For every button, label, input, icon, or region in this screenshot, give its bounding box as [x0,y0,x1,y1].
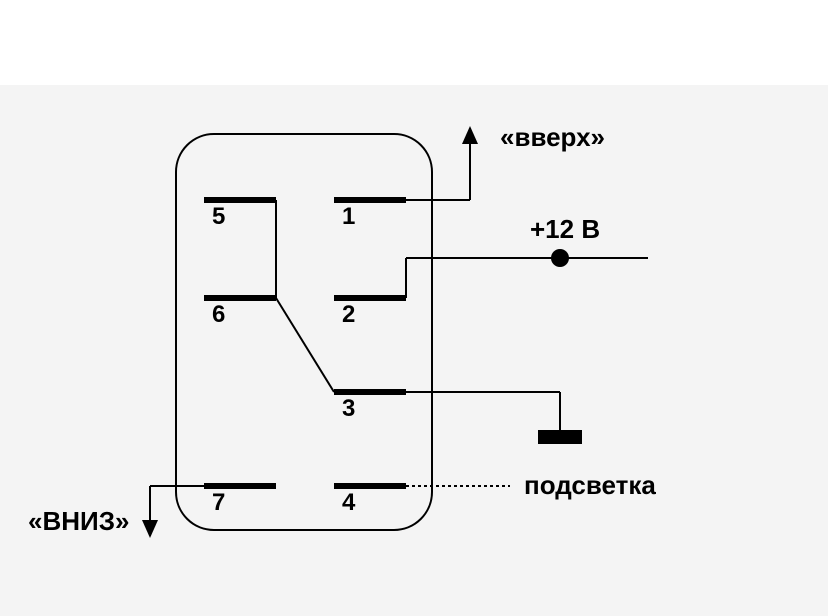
pin-label-7: 7 [212,489,225,517]
label-backlight: подсветка [524,470,656,501]
pin-label-4: 4 [342,489,355,517]
label-up: «вверх» [500,122,605,153]
pin-label-6: 6 [212,301,225,329]
pin-label-5: 5 [212,203,225,231]
pin-label-3: 3 [342,395,355,423]
label-12v: +12 В [530,214,600,245]
diagram-canvas: 5 1 6 2 3 7 4 «вверх» +12 В подсветка «В… [0,0,828,616]
pin-label-2: 2 [342,301,355,329]
label-down: «ВНИЗ» [28,506,129,537]
pin-label-1: 1 [342,203,355,231]
